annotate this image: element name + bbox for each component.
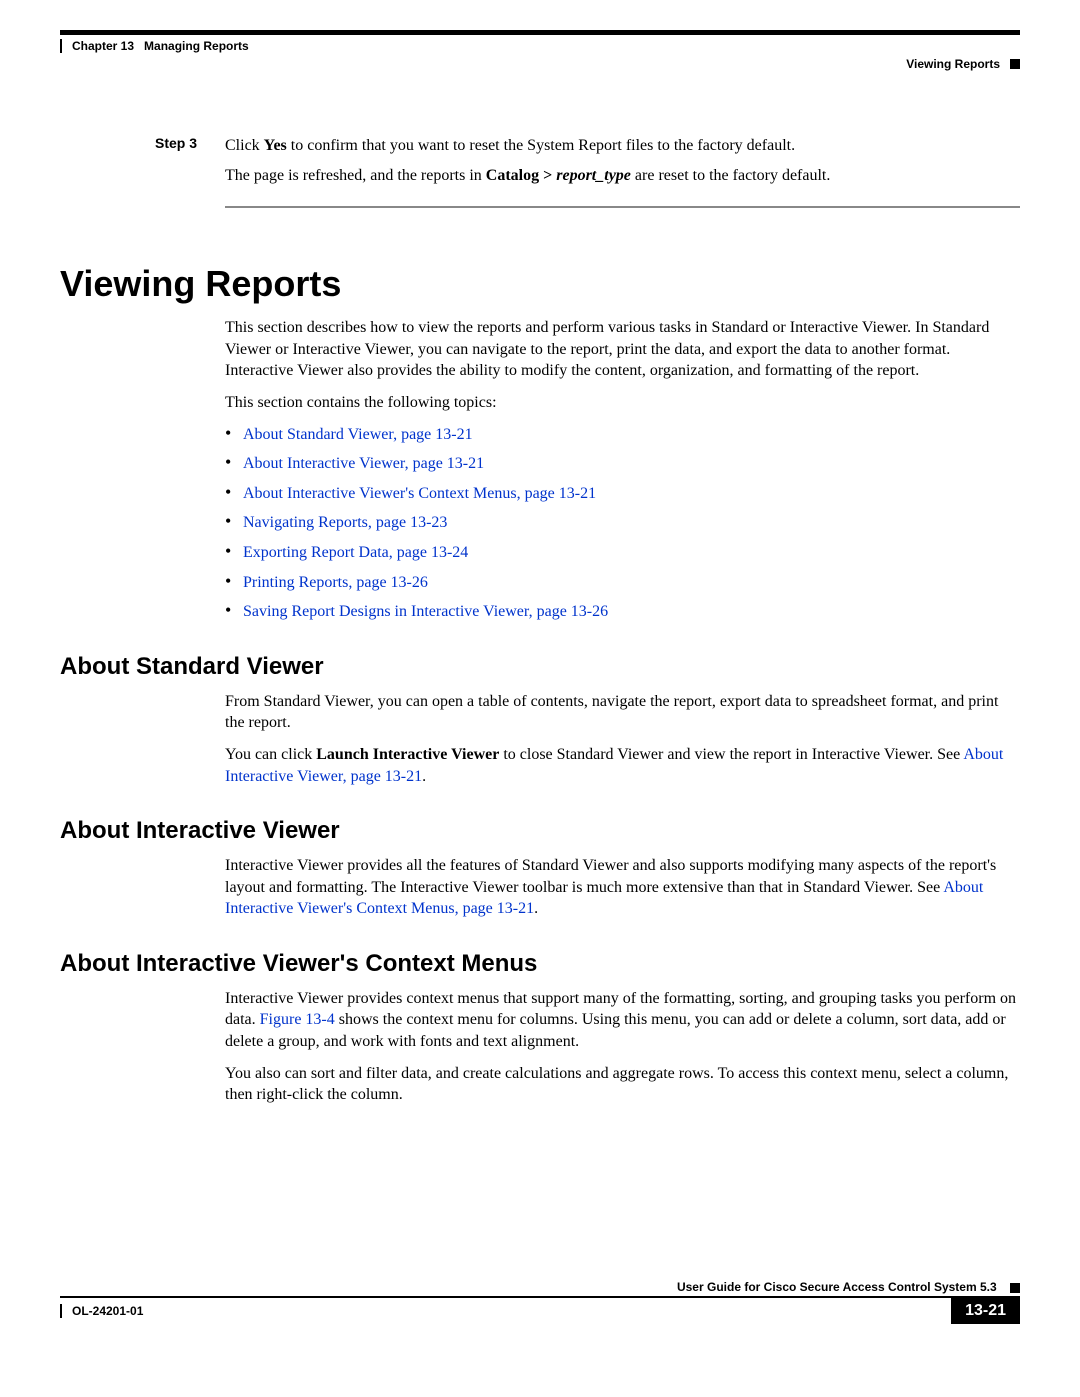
topic-link[interactable]: Navigating Reports, page 13-23 — [225, 512, 1020, 534]
topic-list: About Standard Viewer, page 13-21 About … — [225, 424, 1020, 623]
footer-marker — [1010, 1283, 1020, 1293]
cross-ref-link[interactable]: Figure 13-4 — [260, 1011, 335, 1028]
intro-paragraph-2: This section contains the following topi… — [225, 392, 1020, 414]
footer-doc-number: OL-24201-01 — [72, 1304, 143, 1318]
heading-about-standard-viewer: About Standard Viewer — [60, 653, 1020, 681]
section-end-rule — [225, 206, 1020, 208]
footer-guide-title: User Guide for Cisco Secure Access Contr… — [677, 1280, 997, 1294]
topic-link[interactable]: About Standard Viewer, page 13-21 — [225, 424, 1020, 446]
chapter-label: Chapter 13 — [72, 39, 134, 53]
sec3-paragraph-1: Interactive Viewer provides context menu… — [225, 988, 1020, 1053]
header-marker — [1010, 59, 1020, 69]
topic-link[interactable]: Saving Report Designs in Interactive Vie… — [225, 601, 1020, 623]
step-line-2: The page is refreshed, and the reports i… — [225, 165, 830, 187]
topic-link[interactable]: Printing Reports, page 13-26 — [225, 572, 1020, 594]
topic-link[interactable]: About Interactive Viewer, page 13-21 — [225, 453, 1020, 475]
header-rule-mark — [60, 39, 62, 53]
page-number: 13-21 — [951, 1298, 1020, 1324]
sec1-paragraph-1: From Standard Viewer, you can open a tab… — [225, 691, 1020, 734]
sec1-paragraph-2: You can click Launch Interactive Viewer … — [225, 744, 1020, 787]
page-footer: User Guide for Cisco Secure Access Contr… — [60, 1276, 1020, 1324]
chapter-title: Managing Reports — [144, 39, 249, 53]
intro-paragraph-1: This section describes how to view the r… — [225, 317, 1020, 382]
heading-about-context-menus: About Interactive Viewer's Context Menus — [60, 950, 1020, 978]
sec2-paragraph-1: Interactive Viewer provides all the feat… — [225, 855, 1020, 920]
heading-viewing-reports: Viewing Reports — [60, 263, 1020, 305]
step-line-1: Click Yes to confirm that you want to re… — [225, 135, 830, 157]
footer-rule-mark — [60, 1304, 62, 1318]
sec3-paragraph-2: You also can sort and filter data, and c… — [225, 1063, 1020, 1106]
step-label: Step 3 — [155, 135, 225, 194]
page-header: Chapter 13 Managing Reports Viewing Repo… — [60, 30, 1020, 75]
topic-link[interactable]: Exporting Report Data, page 13-24 — [225, 542, 1020, 564]
heading-about-interactive-viewer: About Interactive Viewer — [60, 817, 1020, 845]
step-block: Step 3 Click Yes to confirm that you wan… — [155, 135, 1020, 194]
topic-link[interactable]: About Interactive Viewer's Context Menus… — [225, 483, 1020, 505]
header-section: Viewing Reports — [906, 57, 1000, 71]
